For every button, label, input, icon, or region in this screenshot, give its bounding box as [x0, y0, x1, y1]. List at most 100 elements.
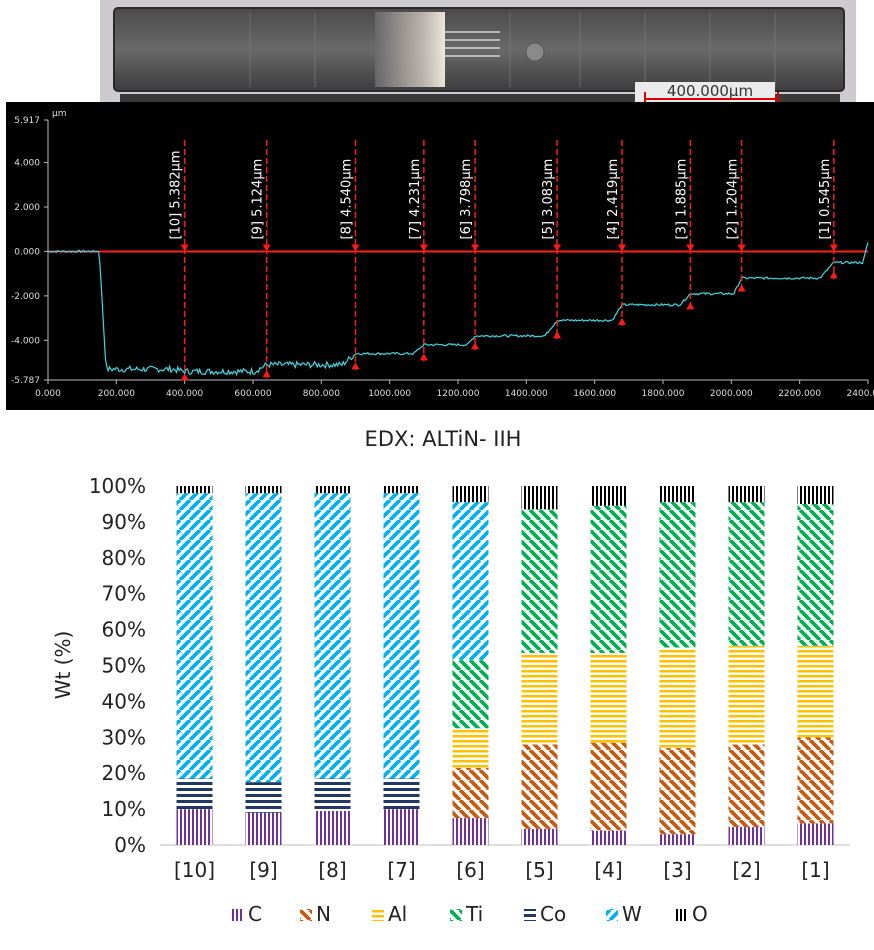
legend-swatch [232, 909, 244, 921]
step-marker-arrow [737, 284, 746, 292]
y-tick-label: 60% [102, 618, 146, 642]
step-marker-arrow [553, 331, 562, 339]
legend-swatch [676, 909, 688, 921]
bar-segment-co [176, 778, 213, 810]
step-marker-arrow [471, 244, 480, 252]
profile-y-tick-label: 0.000 [14, 247, 40, 257]
profile-y-tick-label: -5.787 [11, 376, 40, 386]
step-marker-arrow [553, 244, 562, 252]
bar-segment-al [728, 645, 765, 745]
bar-segment-o [521, 486, 558, 510]
chart-title: EDX: ALTiN- IIH [365, 427, 522, 451]
profile-x-tick-label: 2200.000 [778, 389, 821, 399]
bar-segment-w [383, 493, 420, 779]
bar-segment-o [590, 486, 627, 506]
legend-label: O [692, 902, 708, 926]
profile-y-tick-label: 2.000 [14, 203, 40, 213]
profile-x-tick-label: 1600.000 [573, 389, 616, 399]
x-tick-label: [7] [387, 858, 415, 882]
step-marker-arrow [180, 244, 189, 252]
bar-segment-al [659, 647, 696, 749]
profile-y-tick-label: 5.917 [14, 116, 40, 126]
edx-chart: EDX: ALTiN- IIH Wt (%) 0% 10% 20% 30% 40% 50%… [51, 427, 850, 926]
bar-segment-w [245, 493, 282, 783]
scale-bar-label: 400.000µm [667, 82, 753, 100]
step-marker-arrow [829, 271, 838, 279]
bar-segment-al [797, 645, 834, 738]
second-strip-edge [120, 94, 840, 102]
step-marker-arrow [262, 244, 271, 252]
profile-y-tick-label: -4.000 [11, 336, 40, 346]
bar-segment-c [452, 818, 489, 845]
bar-segment-w [452, 502, 489, 661]
profile-x-tick-label: 1800.000 [642, 389, 685, 399]
x-tick-label: [10] [174, 858, 215, 882]
bar-segment-o [176, 486, 213, 494]
bar-segment-c [383, 809, 420, 845]
step-marker-arrow [829, 244, 838, 252]
step-marker-arrow [419, 353, 428, 361]
profile-x-tick-label: 800.000 [303, 389, 340, 399]
step-marker-arrow [737, 244, 746, 252]
step-label: [8] 4.540µm [340, 159, 355, 240]
step-marker-arrow [618, 317, 626, 325]
x-tick-label: [3] [663, 858, 691, 882]
y-tick-label: 0% [114, 833, 146, 857]
step-label: [6] 3.798µm [459, 159, 474, 240]
y-tick-label: 70% [102, 582, 146, 606]
y-axis-title: Wt (%) [51, 631, 75, 700]
step-marker-arrow [471, 342, 480, 350]
profile-background [6, 102, 874, 410]
x-tick-label: [9] [249, 858, 277, 882]
legend-swatch [524, 909, 536, 921]
y-tick-label: 40% [102, 689, 146, 713]
x-tick-label: [6] [456, 858, 484, 882]
bar-segment-c [797, 823, 834, 845]
bar-segment-n [590, 742, 627, 831]
micrograph: 400.000µm [100, 0, 856, 102]
legend-label: Al [388, 902, 407, 926]
bar-segment-o [383, 486, 420, 494]
bar-segment-ti [590, 505, 627, 653]
bar-segment-ti [728, 502, 765, 646]
bar-segment-al [452, 728, 489, 768]
legend-label: N [316, 902, 331, 926]
bar-segment-c [176, 809, 213, 845]
y-tick-label: 80% [102, 546, 146, 570]
x-tick-label: [4] [594, 858, 622, 882]
bar-segment-w [176, 493, 213, 779]
profile-x-tick-label: 0.000 [35, 389, 61, 399]
specimen-bright-edge [375, 12, 445, 87]
legend-label: Co [540, 902, 566, 926]
bar-segment-o [797, 486, 834, 504]
legend: C N Al Ti Co W O [232, 902, 708, 926]
x-tick-label: [8] [318, 858, 346, 882]
step-label: [10] 5.382µm [169, 150, 184, 239]
profile-x-tick-label: 2000.000 [710, 389, 753, 399]
bar-segment-o [245, 486, 282, 494]
step-label: [3] 1.885µm [674, 159, 689, 240]
y-tick-label: 30% [102, 725, 146, 749]
legend-swatch [606, 909, 618, 921]
bar-segment-w [314, 493, 351, 779]
step-label: [2] 1.204µm [726, 159, 741, 240]
bar-segment-o [659, 486, 696, 503]
legend-swatch [300, 909, 312, 921]
step-marker-arrow [686, 302, 695, 310]
bar-segment-ti [521, 509, 558, 653]
bar-segment-ti [452, 660, 489, 729]
bar-segment-al [590, 652, 627, 743]
profile-x-tick-label: 400.000 [166, 389, 203, 399]
profile-x-tick-label: 1400.000 [505, 389, 548, 399]
step-marker-arrow [180, 373, 189, 381]
bar-segment-o [452, 486, 489, 503]
legend-swatch [450, 909, 462, 921]
specimen-strip [113, 7, 845, 92]
profile-x-tick-label: 600.000 [234, 389, 271, 399]
bar-segment-c [521, 828, 558, 845]
bar-segment-co [314, 778, 351, 811]
bar-segment-co [245, 782, 282, 813]
step-marker-arrow [618, 244, 626, 252]
bar-segment-n [728, 744, 765, 828]
step-label: [5] 3.083µm [541, 159, 556, 240]
